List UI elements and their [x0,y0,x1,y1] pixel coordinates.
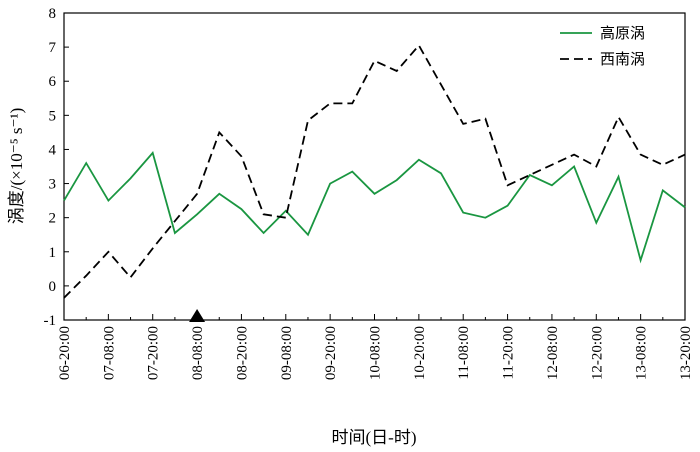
x-tick-label: 13-08:00 [634,326,650,380]
y-tick-label: -1 [44,313,57,329]
x-tick-label: 08-08:00 [190,326,206,380]
x-axis-title: 时间(日-时) [332,428,417,447]
y-tick-label: 2 [49,211,57,227]
x-tick-label: 06-20:00 [57,326,73,380]
y-tick-label: 3 [49,177,57,193]
series-line-plateau-vortex [63,151,686,264]
y-tick-label: 8 [49,6,57,22]
x-tick-label: 12-08:00 [545,326,561,380]
x-tick-label: 13-20:00 [678,326,694,380]
event-marker [189,309,206,322]
x-tick-label: 11-08:00 [456,326,472,380]
x-tick-label: 07-08:00 [101,326,117,380]
y-axis: -1 0 1 2 3 4 5 6 7 8 [44,6,69,329]
y-tick-label: 7 [49,40,57,56]
y-axis-title: 涡度/(×10⁻⁵ s⁻¹) [7,108,26,224]
legend-label-southwest-vortex: 西南涡 [600,51,645,68]
y-tick-label: 0 [49,279,57,295]
x-tick-label: 09-20:00 [323,326,339,380]
event-marker-triangle [189,309,206,322]
x-tick-label: 10-08:00 [368,326,384,380]
series-line-southwest-vortex [63,43,686,299]
x-tick-label: 07-20:00 [146,326,162,380]
x-tick-label: 12-20:00 [589,326,605,380]
legend-label-plateau-vortex: 高原涡 [600,25,645,42]
x-axis: 06-20:00 07-08:00 07-20:00 08-08:00 08-20:00… [57,314,694,380]
x-tick-label: 08-20:00 [234,326,250,380]
series-layer [63,43,686,299]
x-tick-label: 10-20:00 [412,326,428,380]
x-tick-label: 11-20:00 [501,326,517,380]
y-tick-label: 6 [49,74,57,90]
y-tick-label: 1 [49,245,57,261]
legend: 高原涡 西南涡 [560,25,645,68]
x-tick-label: 09-08:00 [279,326,295,380]
y-tick-label: 5 [49,108,57,124]
y-tick-label: 4 [49,142,57,158]
